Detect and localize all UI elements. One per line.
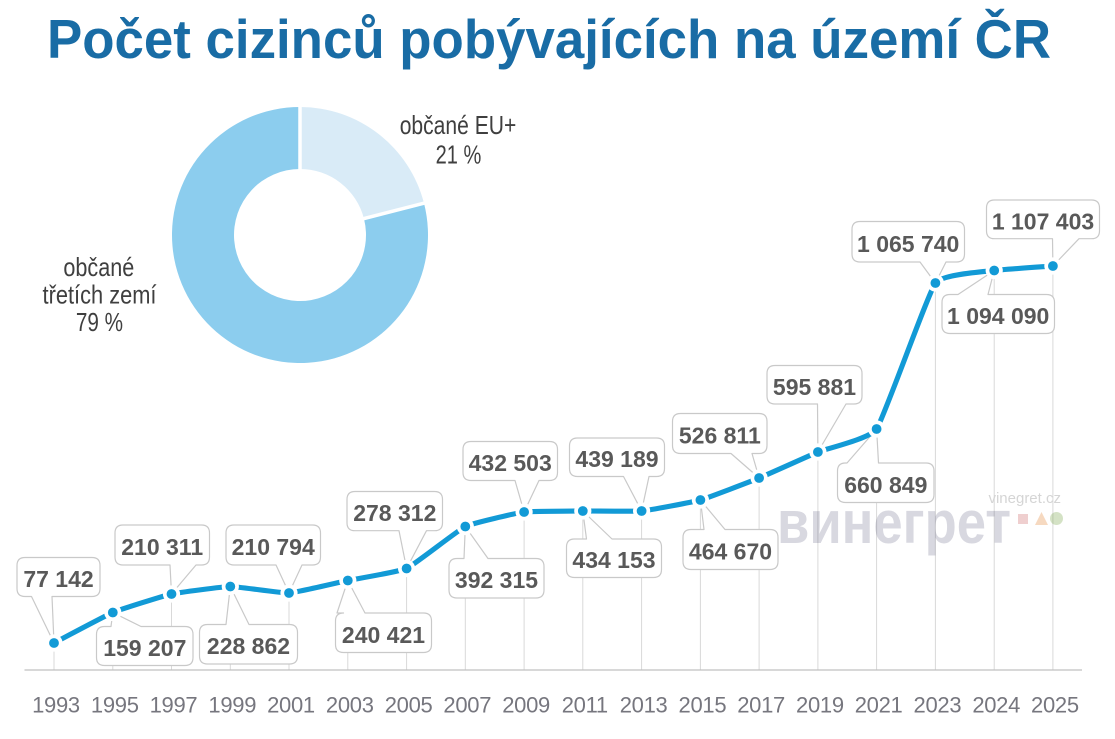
svg-text:660 849: 660 849 (844, 472, 927, 498)
svg-text:228 862: 228 862 (207, 633, 290, 659)
svg-text:21 %: 21 % (436, 140, 482, 170)
svg-text:občané EU+: občané EU+ (400, 110, 517, 140)
svg-text:2009: 2009 (502, 693, 550, 718)
svg-text:159 207: 159 207 (103, 635, 186, 661)
svg-text:77 142: 77 142 (23, 566, 93, 592)
svg-text:Počet cizinců pobývajících na: Počet cizinců pobývajících na území ČR (47, 8, 1051, 70)
svg-text:2025: 2025 (1031, 693, 1079, 718)
svg-text:2007: 2007 (443, 693, 491, 718)
svg-text:464 670: 464 670 (689, 539, 772, 565)
svg-text:třetích zemí: třetích zemí (43, 280, 158, 310)
svg-text:2015: 2015 (679, 693, 727, 718)
svg-text:240 421: 240 421 (342, 622, 425, 648)
svg-text:2003: 2003 (326, 693, 374, 718)
svg-text:2021: 2021 (855, 693, 903, 718)
svg-text:vinegret.cz: vinegret.cz (988, 490, 1061, 507)
svg-text:2001: 2001 (267, 693, 315, 718)
svg-text:432 503: 432 503 (469, 450, 552, 476)
svg-text:1999: 1999 (208, 693, 256, 718)
svg-text:2019: 2019 (796, 693, 844, 718)
svg-text:278 312: 278 312 (353, 500, 436, 526)
svg-text:439 189: 439 189 (575, 446, 658, 472)
svg-text:79 %: 79 % (76, 307, 123, 337)
svg-text:2011: 2011 (562, 693, 608, 718)
svg-text:1 094 090: 1 094 090 (947, 303, 1049, 329)
svg-text:210 794: 210 794 (232, 534, 315, 560)
svg-text:2005: 2005 (385, 693, 433, 718)
svg-text:2023: 2023 (914, 693, 962, 718)
svg-text:2024: 2024 (972, 693, 1020, 718)
svg-text:2013: 2013 (620, 693, 668, 718)
svg-text:526 811: 526 811 (679, 423, 761, 449)
svg-text:1995: 1995 (91, 693, 139, 718)
svg-text:2017: 2017 (737, 693, 785, 718)
svg-text:434 153: 434 153 (572, 547, 655, 573)
svg-text:1997: 1997 (150, 693, 198, 718)
svg-text:1 065 740: 1 065 740 (857, 231, 959, 257)
svg-text:392 315: 392 315 (455, 567, 538, 593)
svg-text:595 881: 595 881 (773, 374, 856, 400)
svg-text:1 107 403: 1 107 403 (992, 208, 1094, 234)
svg-text:občané: občané (63, 252, 134, 282)
svg-text:1993: 1993 (32, 693, 80, 718)
svg-text:210 311: 210 311 (121, 534, 203, 560)
